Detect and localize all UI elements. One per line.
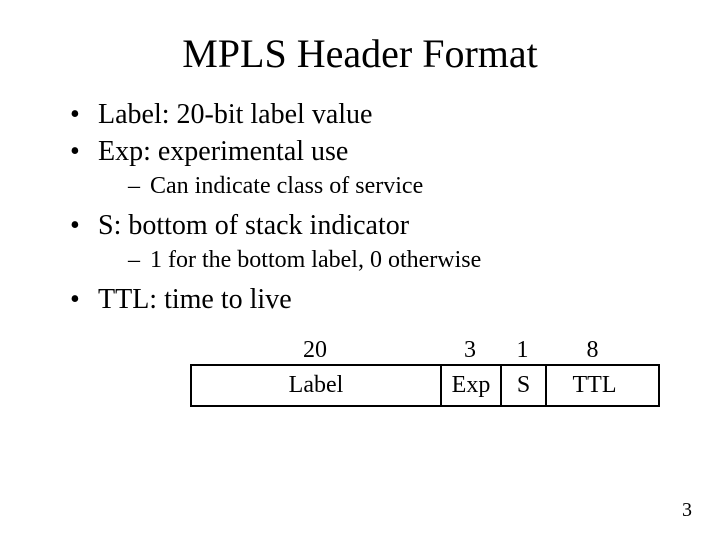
sub-bullet-list: 1 for the bottom label, 0 otherwise <box>98 245 660 276</box>
bullet-item: S: bottom of stack indicator 1 for the b… <box>70 208 660 276</box>
bullet-text: Label: 20-bit label value <box>98 99 372 130</box>
sub-bullet-item: 1 for the bottom label, 0 otherwise <box>128 245 660 276</box>
bullet-text: S: bottom of stack indicator <box>98 210 409 241</box>
header-diagram: 20 3 1 8 Label Exp S TTL <box>70 337 660 407</box>
field-label-cell: Label <box>192 366 442 405</box>
sub-bullet-list: Can indicate class of service <box>98 171 660 202</box>
bit-count-cell: 3 <box>440 337 500 364</box>
field-label-cell: S <box>502 366 547 405</box>
bit-count-cell: 20 <box>190 337 440 364</box>
bullet-text: Exp: experimental use <box>98 136 348 167</box>
bit-count-cell: 1 <box>500 337 545 364</box>
bullet-list: Label: 20-bit label value Exp: experimen… <box>70 97 660 317</box>
bit-count-cell: 8 <box>545 337 640 364</box>
bullet-text: TTL: time to live <box>98 284 292 315</box>
bullet-item: TTL: time to live <box>70 282 660 317</box>
slide-content: Label: 20-bit label value Exp: experimen… <box>0 97 720 407</box>
slide-title: MPLS Header Format <box>0 0 720 97</box>
page-number: 3 <box>682 499 692 522</box>
field-label-cell: TTL <box>547 366 642 405</box>
bullet-item: Exp: experimental use Can indicate class… <box>70 134 660 202</box>
field-label-cell: Exp <box>442 366 502 405</box>
field-label-row: Label Exp S TTL <box>190 364 660 407</box>
bit-count-row: 20 3 1 8 <box>190 337 660 364</box>
bullet-item: Label: 20-bit label value <box>70 97 660 132</box>
sub-bullet-item: Can indicate class of service <box>128 171 660 202</box>
